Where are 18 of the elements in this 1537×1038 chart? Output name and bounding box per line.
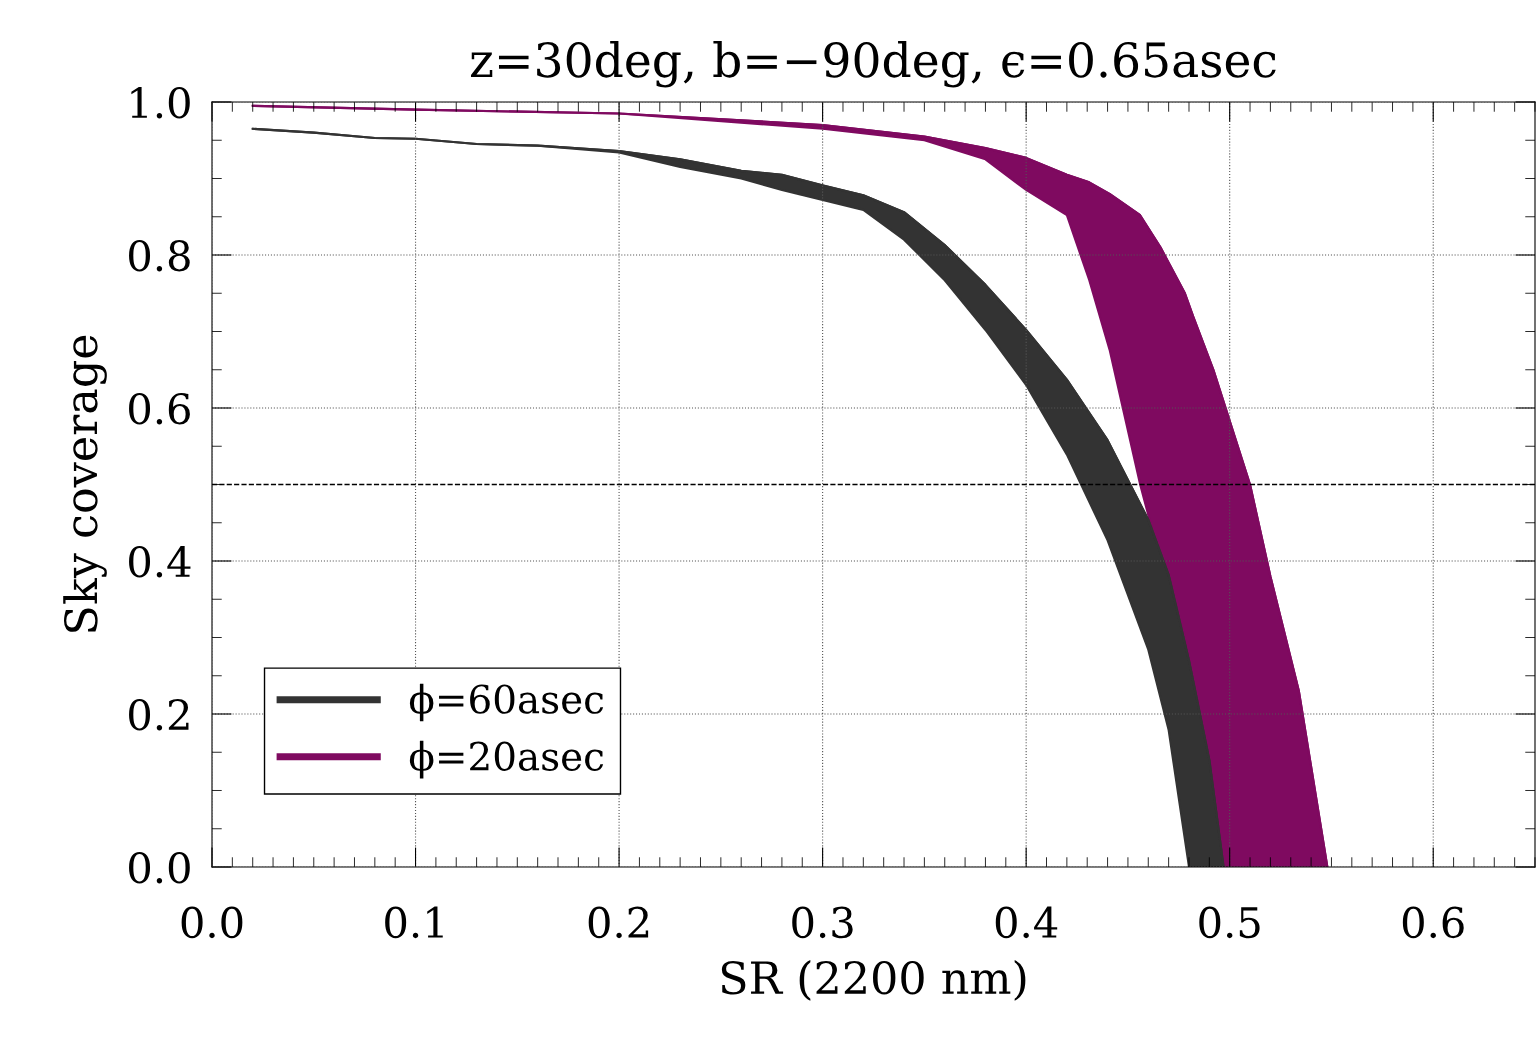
x-tick-label: 0.3 — [792, 906, 853, 939]
y-tick-label: 0.6 — [129, 392, 190, 425]
y-tick-label: 0.0 — [129, 851, 190, 884]
legend-label: ϕ=60asec — [409, 683, 604, 722]
x-tick-label: 0.2 — [588, 906, 649, 939]
y-tick-label: 0.2 — [129, 698, 189, 731]
x-tick-label: 0.0 — [181, 906, 243, 939]
y-tick-label: 0.4 — [129, 545, 191, 578]
x-axis-title: SR (2200 nm) — [721, 960, 1026, 1001]
y-tick-label: 1.0 — [131, 86, 190, 119]
y-axis-title: Sky coverage — [63, 335, 107, 632]
legend-label: ϕ=20asec — [409, 740, 604, 779]
y-tick-label: 0.8 — [129, 239, 190, 272]
x-tick-label: 0.1 — [385, 906, 443, 939]
x-tick-label: 0.5 — [1199, 906, 1260, 939]
x-tick-label: 0.6 — [1402, 906, 1464, 939]
chart-title: z=30deg, b=−90deg, ϵ=0.65asec — [470, 41, 1276, 88]
x-tick-label: 0.4 — [995, 906, 1058, 939]
